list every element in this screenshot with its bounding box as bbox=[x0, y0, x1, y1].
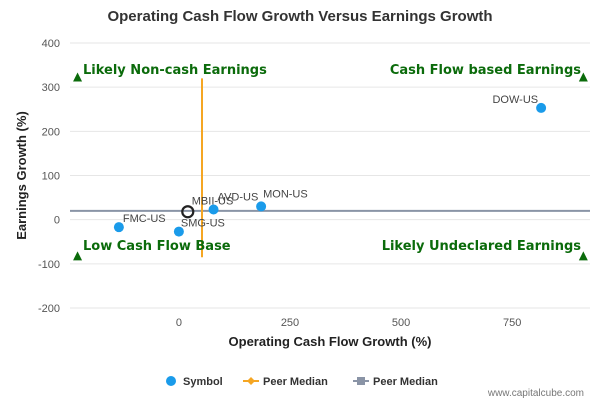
scatter-point bbox=[113, 222, 124, 233]
y-axis-title: Earnings Growth (%) bbox=[14, 111, 29, 240]
scatter-point-label: MON-US bbox=[263, 188, 308, 200]
scatter-point-label: SMG-US bbox=[181, 218, 225, 230]
quadrant-marker-icon bbox=[73, 251, 83, 261]
scatter-point bbox=[173, 226, 184, 237]
quadrant-label-bottom-right: Likely Undeclared Earnings bbox=[382, 239, 582, 254]
legend-item-label: Symbol bbox=[183, 376, 223, 388]
legend-square-icon bbox=[357, 377, 365, 385]
highlight-point-label: MBII-US bbox=[192, 196, 234, 208]
y-tick-label: 200 bbox=[42, 126, 60, 138]
y-tick-label: -200 bbox=[38, 303, 60, 315]
quadrant-label-top-left: Likely Non-cash Earnings bbox=[83, 63, 267, 78]
quadrant-label-top-right: Cash Flow based Earnings bbox=[390, 63, 581, 78]
highlight-point bbox=[181, 205, 195, 219]
scatter-point-label: FMC-US bbox=[123, 213, 166, 225]
legend-item-label: Peer Median bbox=[373, 376, 438, 388]
quadrant-marker-icon bbox=[73, 72, 83, 82]
quadrant-marker-icon bbox=[578, 72, 588, 82]
x-tick-label: 0 bbox=[176, 317, 182, 329]
legend-symbol-circle-icon bbox=[166, 376, 176, 386]
quadrant-label-bottom-left: Low Cash Flow Base bbox=[83, 239, 231, 254]
scatter-point-label: DOW-US bbox=[492, 94, 538, 106]
quadrant-marker-icon bbox=[578, 251, 588, 261]
chart-title: Operating Cash Flow Growth Versus Earnin… bbox=[107, 8, 492, 25]
y-tick-label: 300 bbox=[42, 82, 60, 94]
x-axis-title: Operating Cash Flow Growth (%) bbox=[229, 334, 432, 349]
y-tick-label: 100 bbox=[42, 171, 60, 183]
x-tick-label: 500 bbox=[392, 317, 410, 329]
scatter-point bbox=[536, 102, 547, 113]
x-tick-label: 750 bbox=[503, 317, 521, 329]
credit-text: www.capitalcube.com bbox=[487, 388, 584, 399]
scatter-point-label: AVD-US bbox=[218, 192, 259, 204]
x-tick-label: 250 bbox=[281, 317, 299, 329]
scatter-point bbox=[256, 201, 267, 212]
y-tick-label: 0 bbox=[54, 215, 60, 227]
legend-diamond-icon bbox=[247, 377, 255, 385]
y-tick-label: 400 bbox=[42, 38, 60, 50]
scatter-point bbox=[208, 204, 219, 215]
legend-item-label: Peer Median bbox=[263, 376, 328, 388]
y-tick-label: -100 bbox=[38, 259, 60, 271]
